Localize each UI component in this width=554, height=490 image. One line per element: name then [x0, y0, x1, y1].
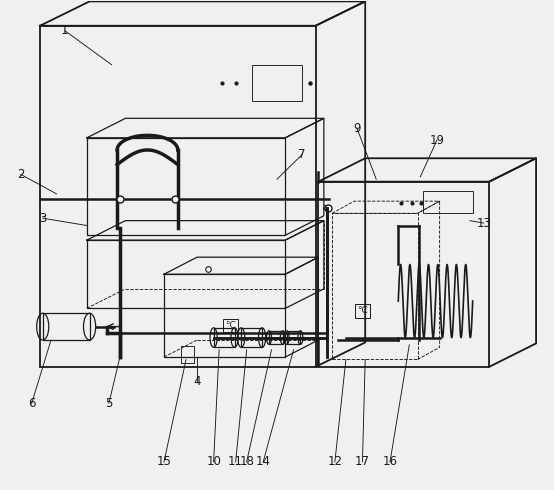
Text: 11: 11: [228, 455, 243, 468]
Text: 7: 7: [298, 148, 306, 161]
Text: 15: 15: [157, 455, 171, 468]
Text: 4: 4: [193, 375, 201, 388]
Text: 1: 1: [61, 24, 69, 37]
Bar: [252, 65, 302, 101]
Text: 19: 19: [429, 134, 444, 147]
Text: 2: 2: [17, 168, 24, 181]
Bar: [43, 313, 90, 340]
Bar: [286, 331, 300, 344]
Text: 6: 6: [28, 397, 35, 410]
Text: °C: °C: [225, 321, 235, 330]
Bar: [214, 328, 234, 347]
Text: 17: 17: [355, 455, 370, 468]
Bar: [241, 328, 262, 347]
Text: 5: 5: [105, 397, 112, 410]
Text: 12: 12: [327, 455, 342, 468]
Bar: [423, 192, 473, 213]
Bar: [181, 346, 194, 364]
Text: 10: 10: [206, 455, 221, 468]
Text: 3: 3: [39, 212, 47, 225]
Text: 16: 16: [382, 455, 398, 468]
Text: 18: 18: [239, 455, 254, 468]
Text: 9: 9: [353, 122, 361, 135]
Text: °C: °C: [357, 306, 368, 315]
Text: 14: 14: [256, 455, 271, 468]
Text: 13: 13: [476, 217, 491, 230]
Bar: [269, 331, 283, 344]
